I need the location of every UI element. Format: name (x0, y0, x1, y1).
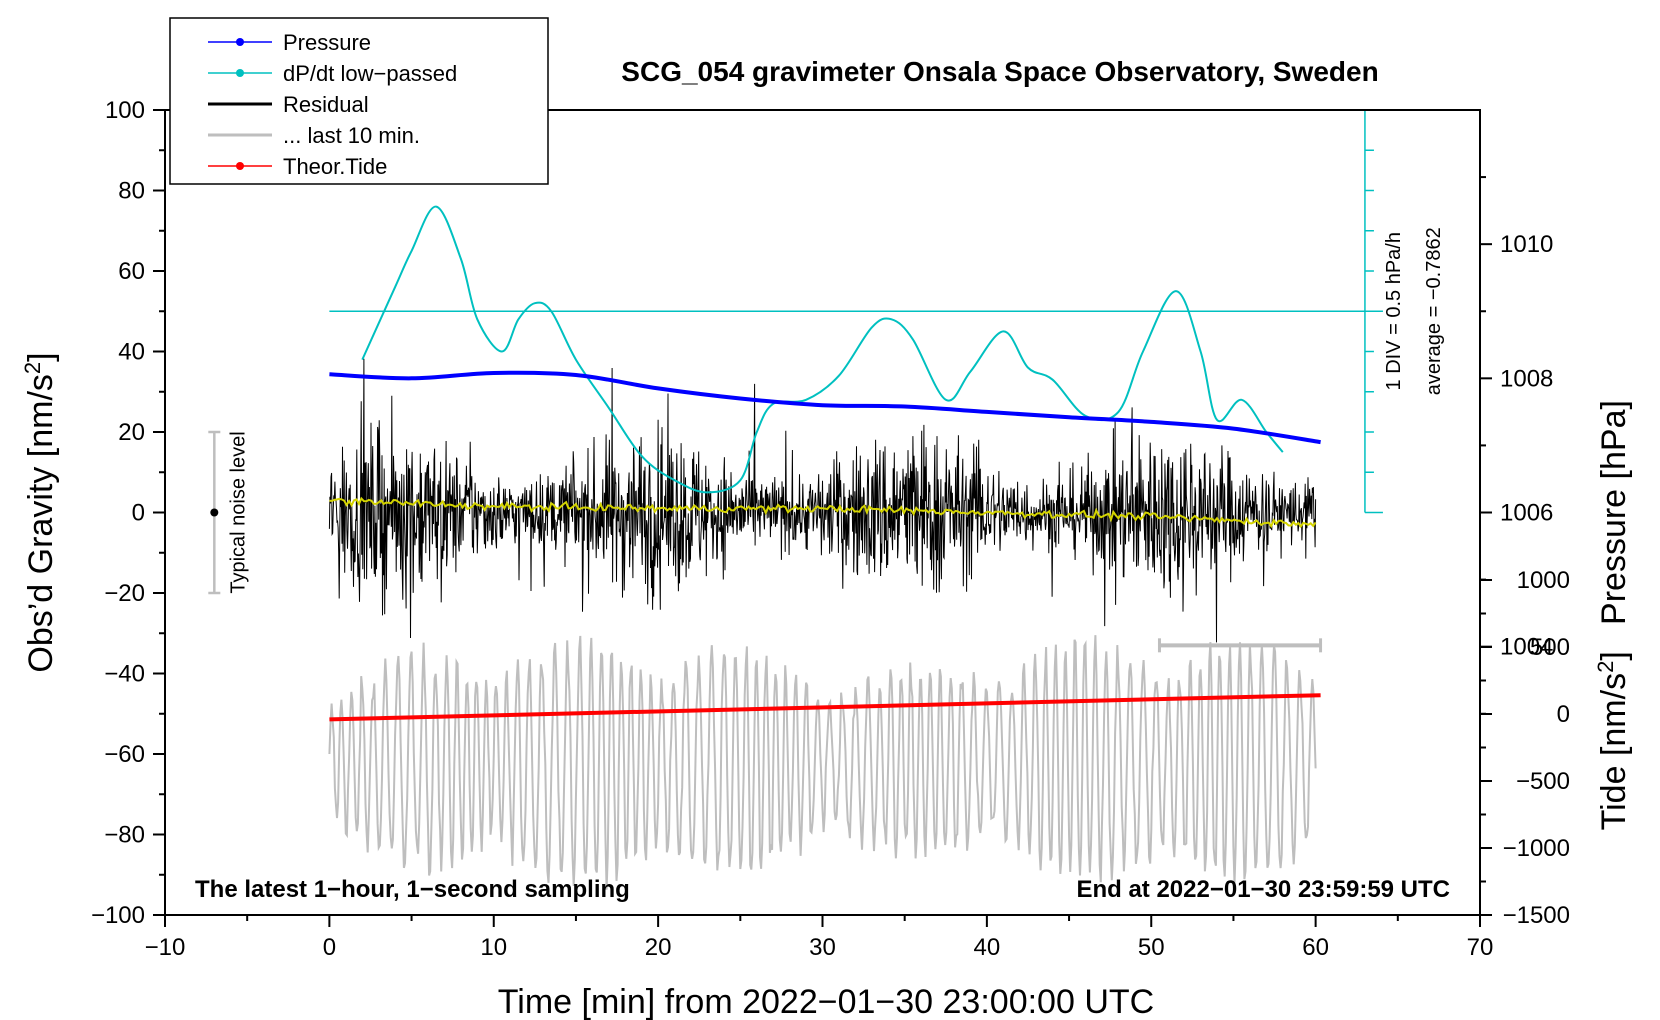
x-tick-label: 60 (1302, 934, 1329, 961)
legend-label-theor-tide: Theor.Tide (283, 154, 387, 179)
legend-dot-pressure (236, 38, 244, 46)
series-dpdt-line (361, 205, 1284, 494)
legend-label-dp-dt-low-passed: dP/dt low−passed (283, 61, 457, 86)
pressure-tick-label: 1004 (1500, 634, 1553, 661)
tide-tick-label: 0 (1557, 701, 1570, 728)
tide-axis-title-sup: 2 (1593, 661, 1618, 673)
y-tick-label: −100 (91, 902, 145, 929)
tide-tick-label: 1000 (1517, 567, 1570, 594)
series-pressure-line (329, 370, 1321, 445)
x-tick-label: 70 (1467, 934, 1494, 961)
y-tick-label: −40 (104, 661, 145, 688)
y-axis-title-sup: 2 (20, 362, 45, 374)
y-axis-title-end: ] (22, 352, 60, 361)
y-tick-label: 80 (118, 178, 145, 205)
y-tick-label: −80 (104, 822, 145, 849)
annotation-right: End at 2022−01−30 23:59:59 UTC (1076, 876, 1450, 903)
x-tick-label: 0 (323, 934, 336, 961)
pressure-tick-label: 1006 (1500, 500, 1553, 527)
tide-tick-label: −1500 (1503, 902, 1570, 929)
tide-axis-title: Tide [nm/s2] (1593, 651, 1633, 830)
legend-box (169, 17, 549, 185)
series-residual-smoothed-line (329, 496, 1317, 529)
y-tick-label: 100 (105, 97, 145, 124)
pressure-tick-label: 1010 (1500, 231, 1553, 258)
x-axis-title: Time [min] from 2022−01−30 23:00:00 UTC (498, 983, 1154, 1020)
y-tick-label: 0 (132, 500, 145, 527)
x-tick-label: −10 (145, 934, 186, 961)
dpdt-scale-label: 1 DIV = 0.5 hPa/h (1383, 232, 1405, 390)
axes-layer: −10 0 10 20 30 40 50 60 70100806040200−20−40−60−… (20, 97, 1633, 961)
y-tick-label: 60 (118, 258, 145, 285)
series-residual-line (328, 358, 1317, 643)
tide-tick-label: 500 (1530, 634, 1570, 661)
x-tick-label: 20 (645, 934, 672, 961)
legend-label-last-10-min: ... last 10 min. (283, 123, 420, 148)
chart-title: SCG_054 gravimeter Onsala Space Observat… (621, 56, 1378, 87)
x-tick-label: 50 (1138, 934, 1165, 961)
y-tick-label: 40 (118, 339, 145, 366)
tide-tick-label: −1000 (1503, 835, 1570, 862)
pressure-axis-title: Pressure [hPa] (1595, 400, 1633, 625)
y-tick-label: 20 (118, 419, 145, 446)
legend-label-residual: Residual (283, 92, 369, 117)
noise-bar-label: Typical noise level (227, 431, 249, 593)
legend-dot-dp-dt-low-passed (236, 69, 244, 77)
x-tick-label: 30 (809, 934, 836, 961)
series-tide-line (329, 693, 1321, 722)
x-tick-label: 10 (480, 934, 507, 961)
tide-tick-label: −500 (1516, 768, 1570, 795)
y-axis-title-base: Obs’d Gravity [nm/s (22, 374, 60, 673)
noise-bar-dot (210, 508, 219, 517)
y-tick-label: −60 (104, 741, 145, 768)
legend-dot-theor-tide (236, 162, 244, 170)
legend-label-pressure: Pressure (283, 30, 371, 55)
tide-axis-title-end: ] (1595, 651, 1633, 660)
y-axis-title: Obs’d Gravity [nm/s2] (20, 352, 60, 672)
pressure-tick-label: 1008 (1500, 365, 1553, 392)
tide-axis-title-base: Tide [nm/s (1595, 673, 1633, 830)
y-tick-label: −20 (104, 580, 145, 607)
series-last-10-min-line (328, 635, 1317, 890)
legend: Pressure dP/dt low−passed Residual ... last… (169, 17, 549, 185)
x-tick-label: 40 (974, 934, 1001, 961)
dpdt-average-label: average = −0.7862 (1423, 227, 1445, 395)
data-layer: Typical noise level 1 DIV = 0.5 hPa/h aver… (208, 109, 1445, 890)
annotation-left: The latest 1−hour, 1−second sampling (195, 876, 630, 903)
